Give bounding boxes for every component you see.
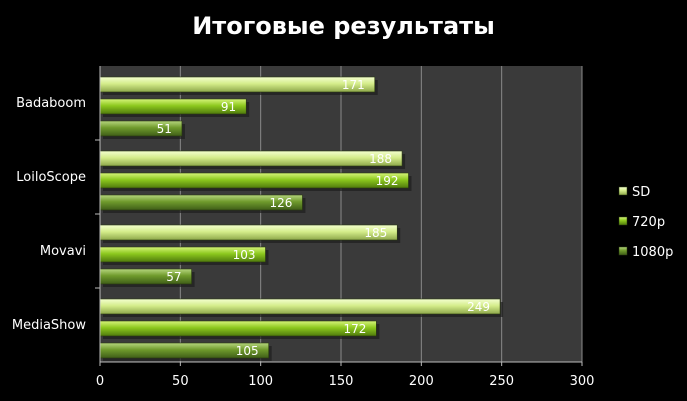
category-label: LoiloScope <box>16 170 86 185</box>
category-label: Badaboom <box>16 96 86 111</box>
bar-sd-badaboom <box>99 76 376 93</box>
x-tick-label: 50 <box>172 374 189 389</box>
bar-720p-mediashow <box>99 320 377 337</box>
bar-sd-movavi <box>99 224 398 241</box>
bar-sd-mediashow <box>99 298 501 315</box>
x-tick-label: 0 <box>96 374 104 389</box>
x-tick-label: 250 <box>489 374 514 389</box>
category-label: MediaShow <box>12 318 86 333</box>
data-label: 192 <box>376 174 399 188</box>
data-label: 103 <box>233 248 256 262</box>
data-label: 172 <box>343 322 366 336</box>
legend-label: SD <box>632 185 650 200</box>
x-tick-label: 150 <box>329 374 354 389</box>
data-label: 126 <box>270 196 293 210</box>
legend-label: 1080p <box>632 245 673 260</box>
legend-label: 720p <box>632 215 665 230</box>
legend-swatch <box>618 246 628 256</box>
data-label: 105 <box>236 344 259 358</box>
category-label: Movavi <box>40 244 86 259</box>
x-tick-label: 200 <box>409 374 434 389</box>
data-label: 51 <box>157 122 172 136</box>
legend-swatch <box>618 216 628 226</box>
legend-swatch <box>618 186 628 196</box>
bar-sd-loiloscope <box>99 150 403 167</box>
chart-title: Итоговые результаты <box>192 12 495 40</box>
data-label: 171 <box>342 78 365 92</box>
x-tick-label: 300 <box>570 374 595 389</box>
data-label: 249 <box>467 300 490 314</box>
data-label: 185 <box>364 226 387 240</box>
legend: SD 720p 1080p <box>618 185 673 260</box>
data-label: 57 <box>166 270 181 284</box>
data-label: 188 <box>369 152 392 166</box>
data-label: 91 <box>221 100 236 114</box>
x-tick-label: 100 <box>248 374 273 389</box>
bar-720p-loiloscope <box>99 172 409 189</box>
